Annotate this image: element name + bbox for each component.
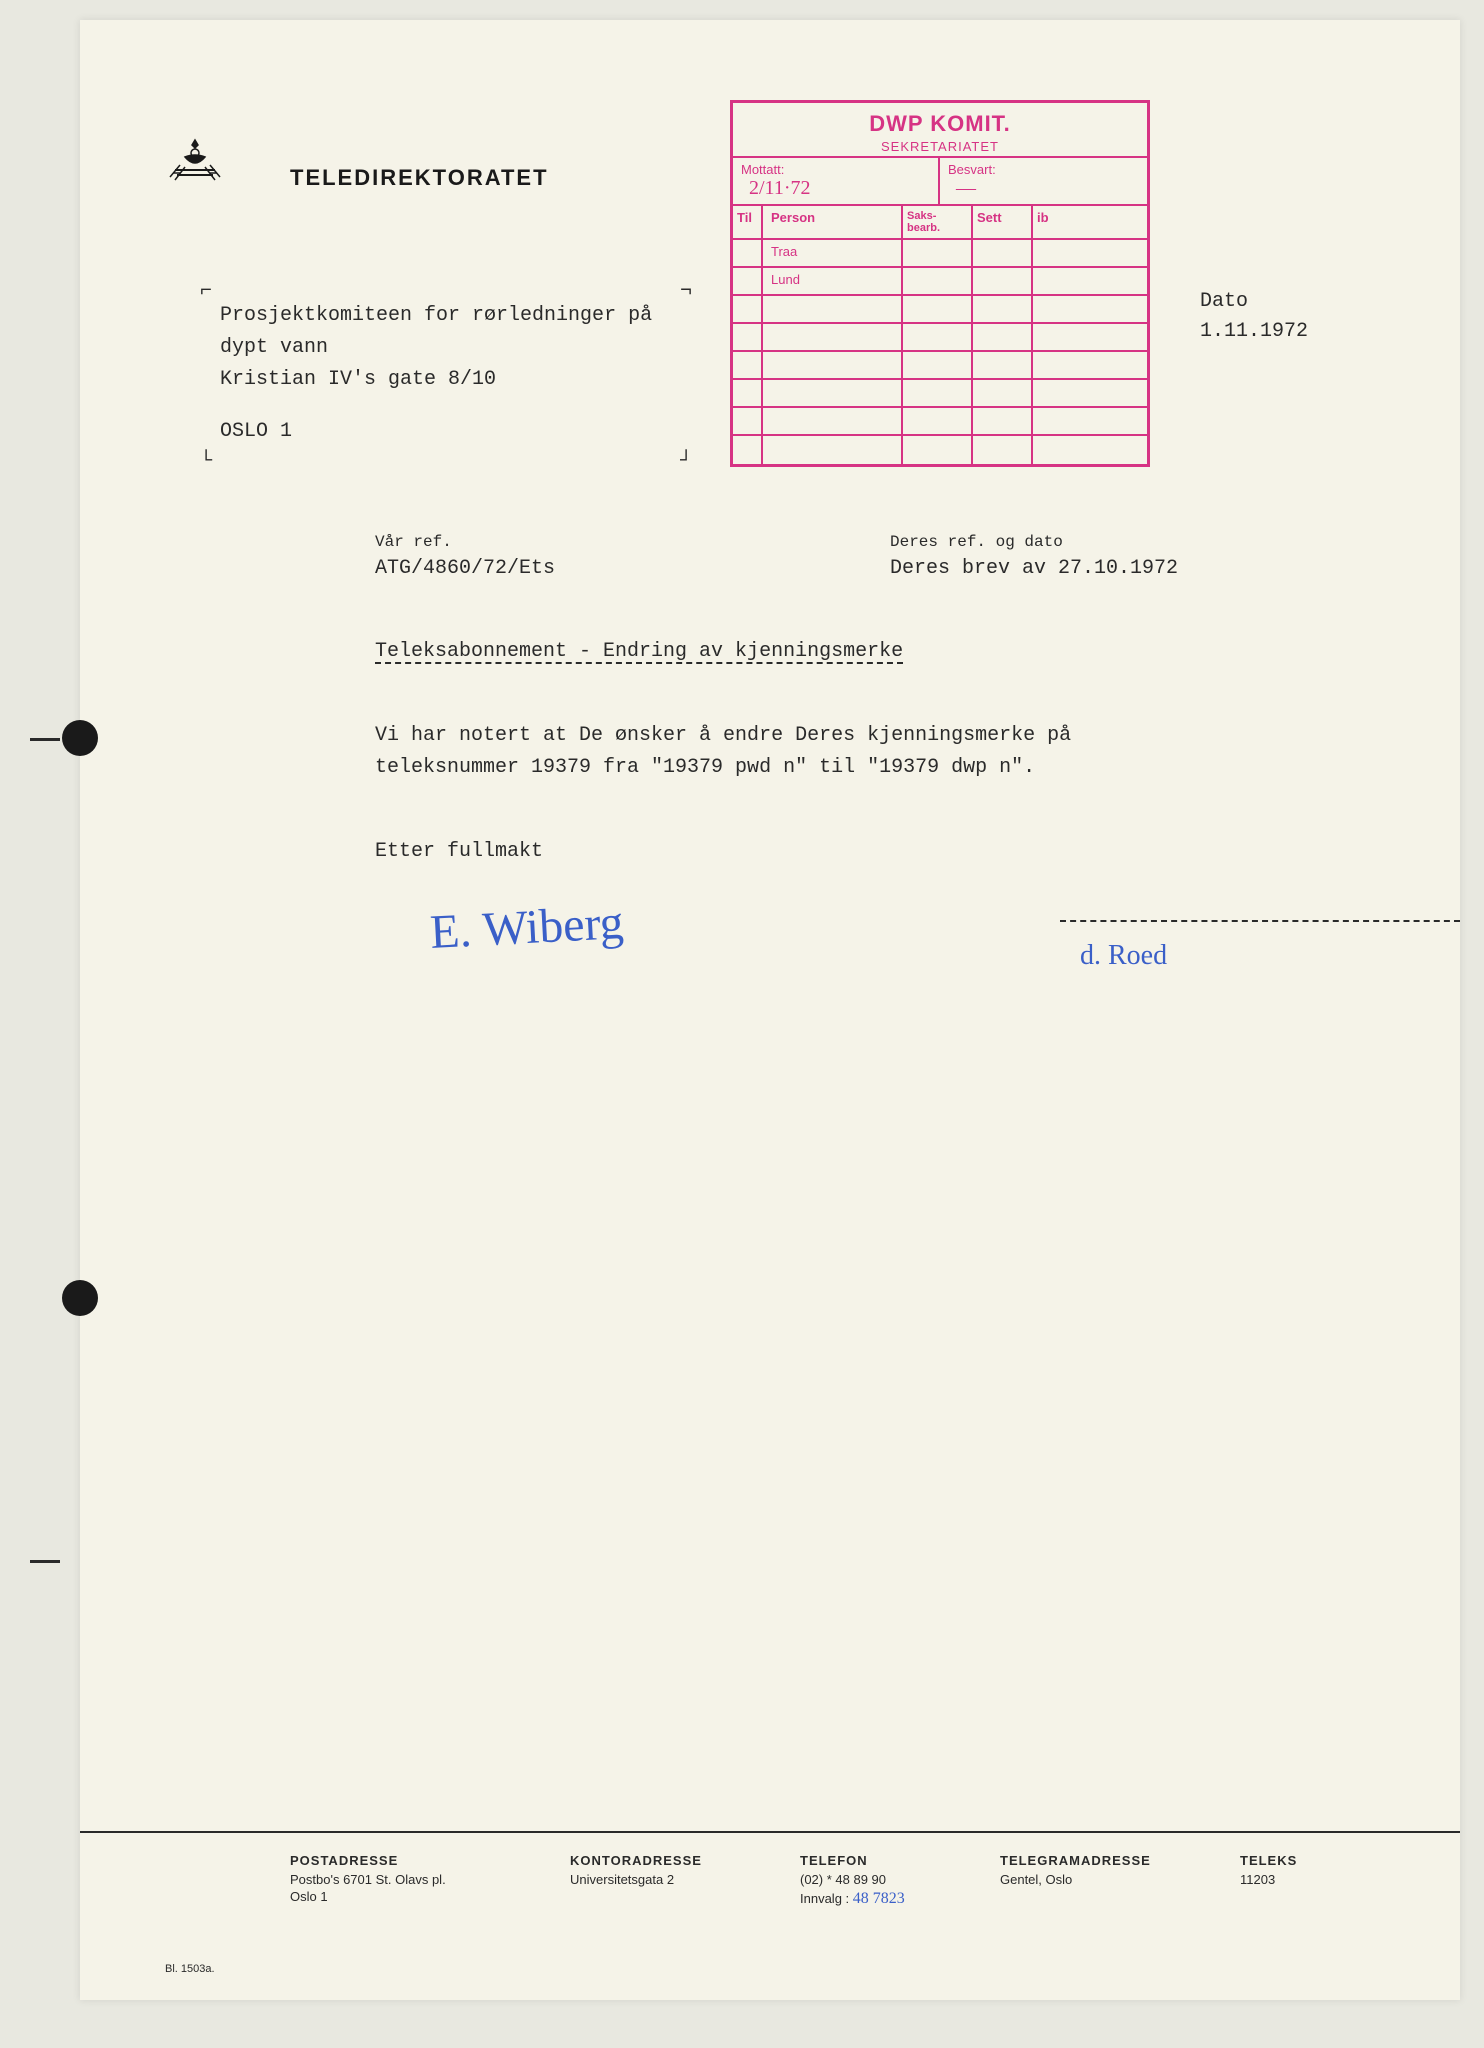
crop-mark: ¬ — [680, 280, 692, 303]
date-value: 1.11.1972 — [1200, 320, 1308, 343]
letter-body: Vi har notert at De ønsker å endre Deres… — [375, 720, 1255, 784]
recipient-line4: OSLO 1 — [220, 416, 652, 448]
footer-kontoradresse: KONTORADRESSE Universitetsgata 2 — [540, 1853, 770, 1910]
footer-telegramadresse-label: TELEGRAMADRESSE — [1000, 1853, 1180, 1868]
stamp-row-6 — [733, 380, 1147, 408]
footer-teleks: TELEKS 11203 — [1210, 1853, 1360, 1910]
signature-1: E. Wiberg — [429, 895, 625, 960]
stamp-table-header: Til Person Saks-bearb. Sett ib — [733, 206, 1147, 240]
recipient-line1: Prosjektkomiteen for rørledninger på — [220, 300, 652, 332]
stamp-row-1: Traa — [733, 240, 1147, 268]
stamp-col-last: ib — [1033, 206, 1147, 238]
footer-telefon-line2: Innvalg : — [800, 1891, 849, 1906]
logo-icon — [165, 135, 225, 200]
stamp-col-saks: Saks-bearb. — [903, 206, 973, 238]
stamp-col-sett: Sett — [973, 206, 1033, 238]
received-stamp: DWP KOMIT. SEKRETARIATET Mottatt: 2/11·7… — [730, 100, 1150, 467]
stamp-header: DWP KOMIT. SEKRETARIATET — [733, 103, 1147, 158]
recipient-line2: dypt vann — [220, 332, 652, 364]
footer-postadresse: POSTADRESSE Postbo's 6701 St. Olavs pl. … — [260, 1853, 540, 1910]
letterhead-title: TELEDIREKTORATET — [290, 165, 549, 191]
form-number: Bl. 1503a. — [165, 1963, 215, 1975]
stamp-row-3 — [733, 296, 1147, 324]
your-ref-value: Deres brev av 27.10.1972 — [890, 554, 1178, 584]
punch-hole — [62, 720, 98, 756]
recipient-address: Prosjektkomiteen for rørledninger på dyp… — [220, 300, 652, 448]
stamp-row-4 — [733, 324, 1147, 352]
stamp-row-5 — [733, 352, 1147, 380]
footer-telefon: TELEFON (02) * 48 89 90 Innvalg : 48 782… — [770, 1853, 970, 1910]
punch-hole — [62, 1280, 98, 1316]
stamp-mottatt: Mottatt: 2/11·72 — [733, 158, 940, 204]
footer-telefon-label: TELEFON — [800, 1853, 940, 1868]
body-line1: Vi har notert at De ønsker å endre Deres… — [375, 720, 1255, 752]
footer-kontoradresse-label: KONTORADRESSE — [570, 1853, 740, 1868]
stamp-besvart: Besvart: — — [940, 158, 1147, 204]
stamp-routing-table: Til Person Saks-bearb. Sett ib Traa Lund — [733, 206, 1147, 464]
crop-mark: └ — [200, 450, 212, 473]
stamp-title: DWP KOMIT. — [733, 111, 1147, 137]
stamp-col-til: Til — [733, 206, 763, 238]
stamp-person-2: Lund — [763, 268, 903, 294]
footer-postadresse-line1: Postbo's 6701 St. Olavs pl. — [290, 1872, 446, 1887]
crop-mark: ⌐ — [200, 280, 212, 303]
stamp-row-2: Lund — [733, 268, 1147, 296]
footer-postadresse-label: POSTADRESSE — [290, 1853, 510, 1868]
stamp-person-1: Traa — [763, 240, 903, 266]
footer-telefon-value: (02) * 48 89 90 Innvalg : 48 7823 — [800, 1872, 940, 1910]
stamp-subtitle: SEKRETARIATET — [733, 139, 1147, 154]
footer-teleks-label: TELEKS — [1240, 1853, 1330, 1868]
our-ref-label: Vår ref. — [375, 530, 555, 554]
stamp-besvart-value: — — [948, 175, 984, 201]
body-line2: teleksnummer 19379 fra "19379 pwd n" til… — [375, 752, 1255, 784]
footer: POSTADRESSE Postbo's 6701 St. Olavs pl. … — [80, 1831, 1460, 1910]
tick-mark — [30, 1560, 60, 1563]
footer-postadresse-line2: Oslo 1 — [290, 1889, 328, 1904]
document-page: TELEDIREKTORATET DWP KOMIT. SEKRETARIATE… — [80, 20, 1460, 2000]
footer-telefon-handwritten: 48 7823 — [853, 1890, 905, 1907]
stamp-col-person: Person — [763, 206, 903, 238]
footer-postadresse-value: Postbo's 6701 St. Olavs pl. Oslo 1 — [290, 1872, 510, 1906]
footer-teleks-value: 11203 — [1240, 1872, 1330, 1889]
our-ref-value: ATG/4860/72/Ets — [375, 554, 555, 584]
stamp-row-8 — [733, 436, 1147, 464]
closing: Etter fullmakt — [375, 840, 543, 863]
crop-mark: ┘ — [680, 450, 692, 473]
your-ref: Deres ref. og dato Deres brev av 27.10.1… — [890, 530, 1178, 584]
footer-telegramadresse: TELEGRAMADRESSE Gentel, Oslo — [970, 1853, 1210, 1910]
stamp-title-text: DWP KOMIT. — [869, 111, 1011, 136]
tick-mark — [30, 738, 60, 741]
footer-telegramadresse-value: Gentel, Oslo — [1000, 1872, 1180, 1889]
subject-line: Teleksabonnement - Endring av kjenningsm… — [375, 640, 903, 663]
your-ref-label: Deres ref. og dato — [890, 530, 1178, 554]
signature-2: d. Roed — [1080, 940, 1167, 972]
date-label: Dato — [1200, 290, 1248, 313]
stamp-row-7 — [733, 408, 1147, 436]
our-ref: Vår ref. ATG/4860/72/Ets — [375, 530, 555, 584]
signature-line — [1060, 920, 1460, 922]
recipient-line3: Kristian IV's gate 8/10 — [220, 364, 652, 396]
footer-telefon-line1: (02) * 48 89 90 — [800, 1872, 886, 1887]
stamp-mottatt-value: 2/11·72 — [741, 175, 818, 201]
stamp-date-row: Mottatt: 2/11·72 Besvart: — — [733, 158, 1147, 206]
footer-kontoradresse-value: Universitetsgata 2 — [570, 1872, 740, 1889]
